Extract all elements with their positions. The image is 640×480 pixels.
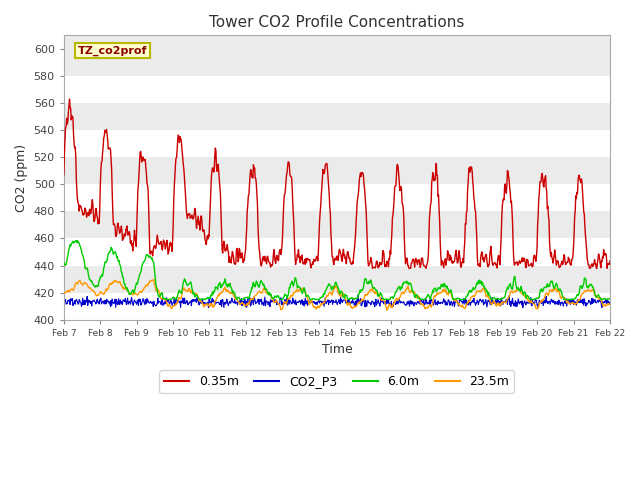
Bar [64,76,610,103]
Bar [64,130,610,157]
Y-axis label: CO2 (ppm): CO2 (ppm) [15,144,28,212]
Title: Tower CO2 Profile Concentrations: Tower CO2 Profile Concentrations [209,15,465,30]
Bar [64,239,610,265]
Bar [64,184,610,211]
Bar [64,293,610,320]
Legend: 0.35m, CO2_P3, 6.0m, 23.5m: 0.35m, CO2_P3, 6.0m, 23.5m [159,370,515,393]
Text: TZ_co2prof: TZ_co2prof [77,45,147,56]
X-axis label: Time: Time [321,343,352,356]
